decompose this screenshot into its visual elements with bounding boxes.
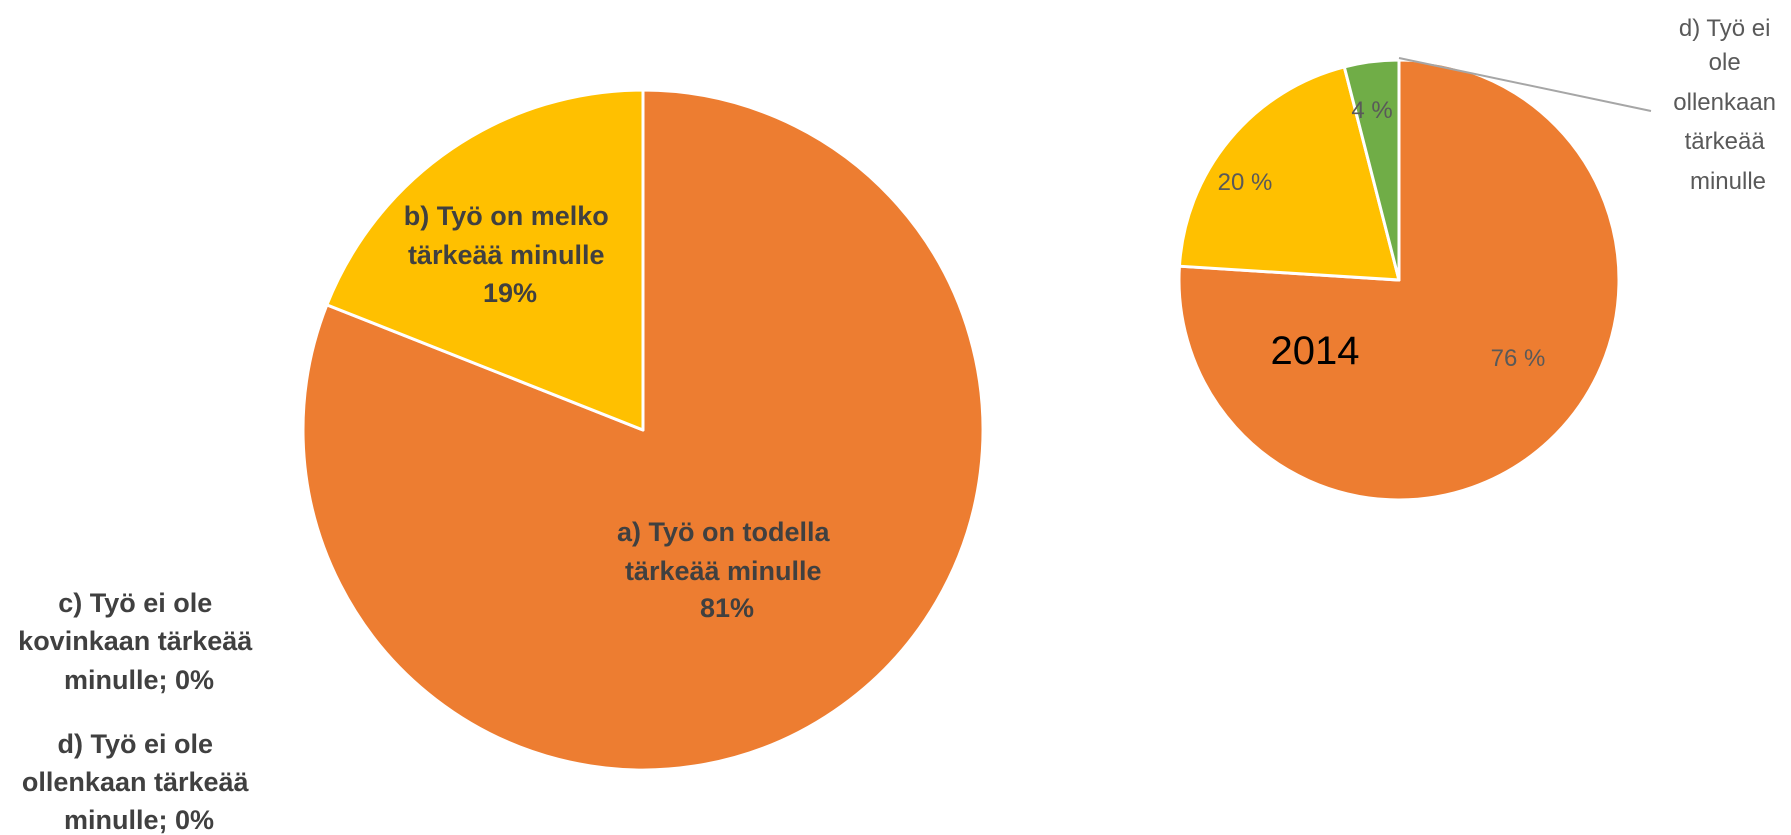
slice-label-a-value: 81% [700, 593, 754, 623]
slice-label-c-line1: c) Työ ei ole [58, 588, 212, 618]
slice-label-b: b) Työ on melko tärkeää minulle 19% [404, 201, 617, 308]
callout-leader-line [1398, 57, 1652, 112]
slice-label-a: a) Työ on todella tärkeää minulle 81% [617, 517, 837, 623]
pie-2014-slice-1 [1177, 65, 1401, 282]
slice-label-c-value: minulle; 0% [64, 665, 214, 695]
pie-2014-year-label: 2014 [1271, 329, 1360, 373]
pie-main-slice-1 [325, 88, 645, 432]
callout-line-1: d) Työ ei [1679, 15, 1771, 42]
pie-chart-2014 [1177, 58, 1621, 502]
callout-line-2: ole [1709, 49, 1741, 76]
slice-2014-d-value: 4 % [1351, 97, 1392, 124]
slice-label-d-value: minulle; 0% [64, 805, 214, 835]
slice-label-b-line2: tärkeää minulle [408, 240, 605, 270]
pie-chart-main-labels: a) Työ on todella tärkeää minulle 81% b)… [18, 201, 837, 835]
pie-chart-2014-labels: 2014 76 % 20 % 4 % d) Työ ei ole ollenka… [1218, 15, 1782, 373]
slice-2014-d-callout: d) Työ ei ole ollenkaan tärkeää minulle [1673, 15, 1782, 195]
slice-label-a-line2: tärkeää minulle [625, 556, 822, 586]
pie-2014-slice-0 [1177, 58, 1621, 502]
slice-label-b-line1: b) Työ on melko [404, 201, 609, 231]
slice-2014-a-value: 76 % [1491, 345, 1546, 372]
pie-chart-main [301, 88, 985, 772]
slice-label-b-value: 19% [483, 278, 537, 308]
slice-label-d-line2: ollenkaan tärkeää [22, 767, 250, 797]
slice-2014-b-value: 20 % [1218, 169, 1273, 196]
callout-line-3: ollenkaan [1673, 89, 1776, 116]
callout-line-5: minulle [1690, 168, 1766, 195]
slice-label-d: d) Työ ei ole ollenkaan tärkeää minulle;… [22, 729, 256, 835]
slice-label-c: c) Työ ei ole kovinkaan tärkeää minulle;… [18, 588, 260, 695]
slice-label-d-line1: d) Työ ei ole [57, 729, 213, 759]
slice-label-a-line1: a) Työ on todella [617, 517, 830, 547]
slice-label-c-line2: kovinkaan tärkeää [18, 626, 253, 656]
callout-line-4: tärkeää [1685, 128, 1766, 155]
pie-2014-slice-2 [1342, 58, 1401, 282]
